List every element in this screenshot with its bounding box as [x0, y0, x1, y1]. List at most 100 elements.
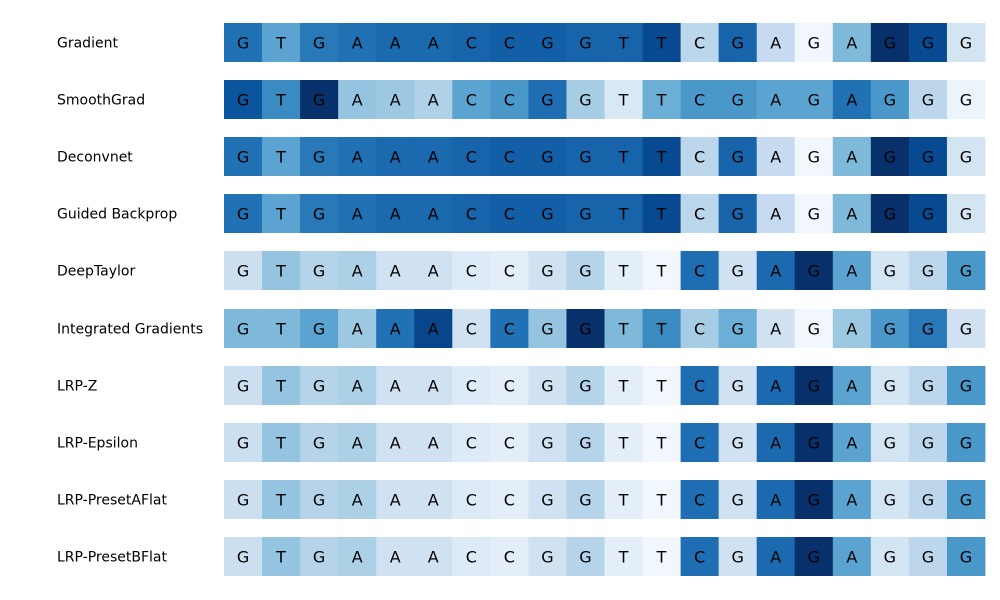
- nucleotide-label: G: [884, 148, 896, 167]
- heatmap-cell: [452, 480, 491, 519]
- heatmap-cell: [718, 537, 758, 576]
- nucleotide-label: C: [466, 548, 477, 567]
- heatmap-cell: [946, 137, 986, 176]
- nucleotide-label: T: [618, 377, 629, 396]
- row-label: Gradient: [57, 36, 118, 52]
- heatmap-cell: [680, 423, 720, 462]
- heatmap-cell: [756, 423, 796, 462]
- nucleotide-label: T: [618, 205, 629, 224]
- heatmap-cell: [414, 137, 453, 176]
- heatmap-cell: [490, 23, 529, 62]
- heatmap-cell: [642, 366, 681, 405]
- nucleotide-label: A: [428, 148, 439, 167]
- heatmap-cell: [718, 194, 758, 233]
- nucleotide-label: G: [541, 434, 553, 453]
- heatmap-cell: [870, 137, 910, 176]
- heatmap-cell: [224, 80, 263, 119]
- heatmap-cell: [680, 137, 720, 176]
- heatmap-cell: [338, 251, 377, 290]
- heatmap-cell: [870, 23, 910, 62]
- nucleotide-label: A: [390, 148, 401, 167]
- nucleotide-label: C: [504, 434, 515, 453]
- heatmap-cell: [414, 23, 453, 62]
- heatmap-cell: [224, 194, 263, 233]
- heatmap-cell: [794, 80, 834, 119]
- heatmap-cell: [452, 137, 491, 176]
- heatmap-cell: [680, 366, 720, 405]
- heatmap-cell: [832, 480, 872, 519]
- heatmap-cell: [452, 194, 491, 233]
- nucleotide-label: A: [846, 434, 857, 453]
- nucleotide-label: A: [428, 491, 439, 510]
- nucleotide-label: A: [428, 320, 439, 339]
- heatmap-cell: [414, 480, 453, 519]
- heatmap-cell: [490, 80, 529, 119]
- heatmap-cell: [604, 366, 643, 405]
- nucleotide-label: G: [541, 262, 553, 281]
- heatmap-cell: [338, 23, 377, 62]
- heatmap-cell: [680, 309, 720, 348]
- heatmap-cell: [224, 423, 263, 462]
- heatmap-cell: [376, 23, 415, 62]
- nucleotide-label: G: [884, 491, 896, 510]
- nucleotide-label: G: [731, 148, 743, 167]
- nucleotide-label: T: [618, 548, 629, 567]
- nucleotide-label: G: [960, 91, 972, 110]
- nucleotide-label: G: [960, 548, 972, 567]
- nucleotide-label: G: [808, 491, 820, 510]
- nucleotide-label: G: [922, 491, 934, 510]
- nucleotide-label: G: [237, 205, 249, 224]
- heatmap-cell: [604, 80, 643, 119]
- nucleotide-label: G: [579, 491, 591, 510]
- nucleotide-label: G: [960, 262, 972, 281]
- heatmap-cell: [566, 23, 605, 62]
- nucleotide-label: G: [313, 434, 325, 453]
- nucleotide-label: A: [428, 434, 439, 453]
- heatmap-cell: [376, 251, 415, 290]
- row-label: LRP-PresetAFlat: [57, 493, 167, 509]
- heatmap-cell: [338, 423, 377, 462]
- nucleotide-label: T: [275, 548, 286, 567]
- nucleotide-label: G: [731, 91, 743, 110]
- nucleotide-label: G: [922, 34, 934, 53]
- nucleotide-label: G: [579, 320, 591, 339]
- nucleotide-label: G: [579, 148, 591, 167]
- heatmap-cell: [300, 309, 339, 348]
- heatmap-cell: [680, 480, 720, 519]
- heatmap-cell: [870, 251, 910, 290]
- heatmap-cell: [566, 137, 605, 176]
- nucleotide-label: T: [618, 34, 629, 53]
- heatmap-cell: [832, 423, 872, 462]
- nucleotide-label: G: [579, 91, 591, 110]
- heatmap-cell: [262, 423, 301, 462]
- nucleotide-label: G: [960, 34, 972, 53]
- nucleotide-label: A: [846, 262, 857, 281]
- nucleotide-label: A: [770, 91, 781, 110]
- heatmap-cell: [642, 537, 681, 576]
- nucleotide-label: G: [884, 91, 896, 110]
- nucleotide-label: G: [237, 262, 249, 281]
- nucleotide-label: G: [541, 377, 553, 396]
- heatmap-cell: [718, 309, 758, 348]
- nucleotide-label: A: [390, 205, 401, 224]
- nucleotide-label: G: [960, 377, 972, 396]
- nucleotide-label: T: [275, 491, 286, 510]
- heatmap-cell: [718, 423, 758, 462]
- nucleotide-label: C: [504, 262, 515, 281]
- heatmap-cell: [642, 309, 681, 348]
- heatmap-cell: [452, 23, 491, 62]
- nucleotide-label: T: [656, 377, 667, 396]
- heatmap-cell: [870, 309, 910, 348]
- nucleotide-label: T: [656, 91, 667, 110]
- nucleotide-label: G: [808, 262, 820, 281]
- heatmap-cell: [376, 423, 415, 462]
- nucleotide-label: G: [884, 320, 896, 339]
- nucleotide-label: G: [313, 320, 325, 339]
- heatmap-cell: [528, 80, 567, 119]
- heatmap-cell: [300, 194, 339, 233]
- heatmap-cell: [604, 23, 643, 62]
- nucleotide-label: T: [656, 548, 667, 567]
